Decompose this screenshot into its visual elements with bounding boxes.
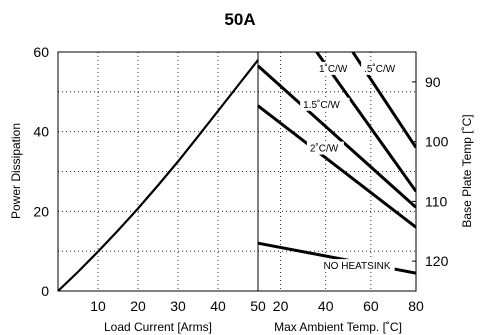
x-tick-right-2: 60: [363, 298, 379, 314]
load-current-curve: [58, 59, 259, 291]
x-tick-left-2: 30: [170, 298, 186, 314]
heatsink-line-2: [256, 64, 416, 209]
series-label-1: .5˚C/W: [364, 63, 396, 75]
series-label-bg-3: [306, 141, 344, 155]
series-label-bg-0: [315, 61, 353, 75]
series-label-bg-1: [361, 61, 405, 75]
series-label-3: 2˚C/W: [310, 143, 339, 155]
y-tick-right-1: 100: [425, 134, 449, 150]
series-label-bg-2: [300, 97, 350, 111]
y-tick-right-0: 90: [425, 74, 441, 90]
x-axis-label-right: Max Ambient Temp. [˚C]: [274, 320, 402, 334]
x-tick-left-1: 20: [130, 298, 146, 314]
y-axis-label-right: Base Plate Temp [˚C]: [460, 114, 474, 227]
heatsink-line-3: [257, 104, 416, 229]
plot-area: [58, 52, 416, 291]
x-tick-right-0: 20: [273, 298, 289, 314]
series-label-4: NO HEATSINK: [323, 261, 390, 272]
x-axis-label-left: Load Current [Arms]: [104, 320, 212, 334]
series-label-bg-4: [320, 259, 395, 273]
x-tick-right-1: 40: [318, 298, 334, 314]
chart-title: 50A: [224, 10, 255, 29]
plot-frame: [57, 51, 417, 292]
x-tick-left-3: 40: [210, 298, 226, 314]
y-tick-right-2: 110: [425, 193, 448, 209]
y-tick-right-3: 120: [425, 253, 449, 269]
x-tick-right-3: 80: [408, 298, 424, 314]
series-label-0: 1˚C/W: [319, 63, 348, 75]
y-tick-left-2: 40: [33, 124, 49, 140]
y-tick-left-3: 60: [33, 44, 49, 60]
tick-labels: 1˚C/W .5˚C/W 1.5˚C/W 2˚C/W NO HEATSINK 0 20 40 6…: [33, 44, 448, 314]
y-tick-left-0: 0: [41, 283, 49, 299]
x-tick-left-0: 10: [90, 298, 106, 314]
x-tick-left-4: 50: [250, 298, 266, 314]
heatsink-line-1: [315, 52, 416, 193]
y-tick-left-1: 20: [33, 203, 49, 219]
series-label-2: 1.5˚C/W: [303, 99, 340, 111]
y-axis-label-left: Power Dissipation: [9, 123, 23, 219]
